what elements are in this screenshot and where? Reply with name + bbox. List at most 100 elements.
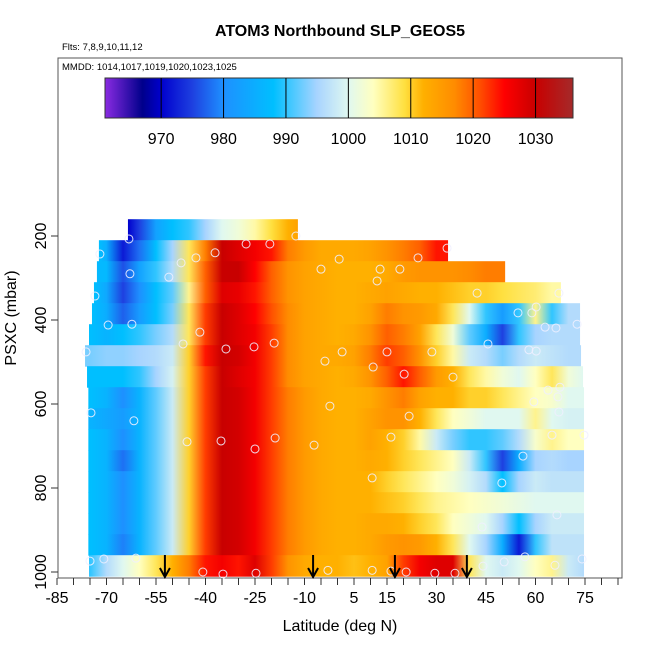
- data-point: [182, 437, 192, 447]
- heatmap-row: [88, 513, 585, 535]
- data-point: [554, 288, 564, 298]
- data-point: [497, 478, 507, 488]
- heatmap-row: [98, 240, 449, 262]
- data-point: [368, 362, 378, 372]
- data-point: [531, 302, 541, 312]
- x-tick-label: 75: [576, 590, 594, 607]
- y-tick-label: 600: [33, 391, 50, 418]
- data-point: [265, 239, 275, 249]
- colorbar-tick-label: 980: [210, 131, 237, 148]
- data-point: [85, 556, 95, 566]
- data-point: [195, 327, 205, 337]
- colorbar-tick-label: 1030: [518, 131, 554, 148]
- data-point: [472, 288, 482, 298]
- data-point: [540, 322, 550, 332]
- plot-frame: [57, 57, 623, 579]
- x-tick-label: -70: [95, 590, 118, 607]
- heatmap-row: [87, 366, 584, 388]
- colorbar-tick-label: 990: [273, 131, 300, 148]
- x-tick-label: 30: [428, 590, 446, 607]
- data-point: [483, 339, 493, 349]
- data-point: [551, 323, 561, 333]
- data-point: [250, 444, 260, 454]
- heatmap-row: [89, 324, 581, 346]
- data-point: [334, 254, 344, 264]
- data-point: [86, 408, 96, 418]
- y-tick-label: 400: [33, 307, 50, 334]
- data-point: [99, 554, 109, 564]
- heatmap-row: [88, 387, 585, 409]
- heatmap-row: [88, 471, 585, 493]
- data-point: [372, 276, 382, 286]
- data-point: [520, 552, 530, 562]
- data-point: [129, 416, 139, 426]
- x-tick-label: 60: [527, 590, 545, 607]
- chart-title: ATOM3 Northbound SLP_GEOS5: [215, 23, 465, 40]
- data-point: [550, 560, 560, 570]
- data-point: [427, 347, 437, 357]
- heatmap-row: [93, 282, 561, 304]
- data-point: [518, 451, 528, 461]
- data-point: [450, 568, 460, 578]
- data-point: [477, 522, 487, 532]
- heatmap-rows: [85, 219, 585, 577]
- data-point: [430, 568, 440, 578]
- data-point: [531, 346, 541, 356]
- data-point: [553, 392, 563, 402]
- data-point: [251, 568, 261, 578]
- data-point: [125, 269, 135, 279]
- down-arrow-icon: [389, 555, 401, 580]
- chart-subtitle: Flts: 7,8,9,10,11,12: [62, 42, 143, 53]
- data-point: [448, 372, 458, 382]
- data-point: [529, 397, 539, 407]
- colorbar-tick-label: 1010: [393, 131, 429, 148]
- heatmap-row: [88, 450, 585, 472]
- y-axis-label: PSXC (mbar): [3, 270, 20, 365]
- y-tick-label: 800: [33, 475, 50, 502]
- data-point: [95, 249, 105, 259]
- data-point: [442, 243, 452, 253]
- data-point: [164, 272, 174, 282]
- colorbar-tick-label: 1000: [331, 131, 367, 148]
- data-point: [241, 239, 251, 249]
- data-point: [395, 264, 405, 274]
- data-point: [337, 347, 347, 357]
- data-point: [524, 345, 534, 355]
- data-point: [191, 253, 201, 263]
- heatmap-row: [88, 534, 585, 556]
- down-arrow-icon: [159, 555, 171, 580]
- legend-caption: MMDD: 1014,1017,1019,1020,1023,1025: [62, 62, 237, 73]
- data-point: [367, 473, 377, 483]
- down-arrow-icon: [307, 555, 319, 580]
- data-point: [386, 432, 396, 442]
- x-tick-label: -55: [144, 590, 167, 607]
- colorbar: 970 980 990 1000 1010 1020 1030: [104, 77, 574, 148]
- data-point: [513, 308, 523, 318]
- data-point: [552, 510, 562, 520]
- data-point: [309, 440, 319, 450]
- data-point: [499, 557, 509, 567]
- heatmap-row: [89, 555, 585, 577]
- x-tick-label: 45: [477, 590, 495, 607]
- data-point: [198, 567, 208, 577]
- data-point: [404, 411, 414, 421]
- data-point: [413, 253, 423, 263]
- heatmap-row: [88, 492, 585, 514]
- data-point: [382, 347, 392, 357]
- flight-arrows: [159, 555, 473, 580]
- data-point: [210, 248, 220, 258]
- data-point: [375, 264, 385, 274]
- data-point: [555, 382, 565, 392]
- data-point: [221, 344, 231, 354]
- data-point: [543, 385, 553, 395]
- heatmap-row: [127, 219, 298, 241]
- data-point: [547, 430, 557, 440]
- data-point: [291, 231, 301, 241]
- heatmap-row: [88, 429, 585, 451]
- x-axis-label: Latitude (deg N): [283, 618, 398, 635]
- x-tick-label: -25: [243, 590, 266, 607]
- down-arrow-icon: [460, 555, 473, 580]
- data-point: [554, 407, 564, 417]
